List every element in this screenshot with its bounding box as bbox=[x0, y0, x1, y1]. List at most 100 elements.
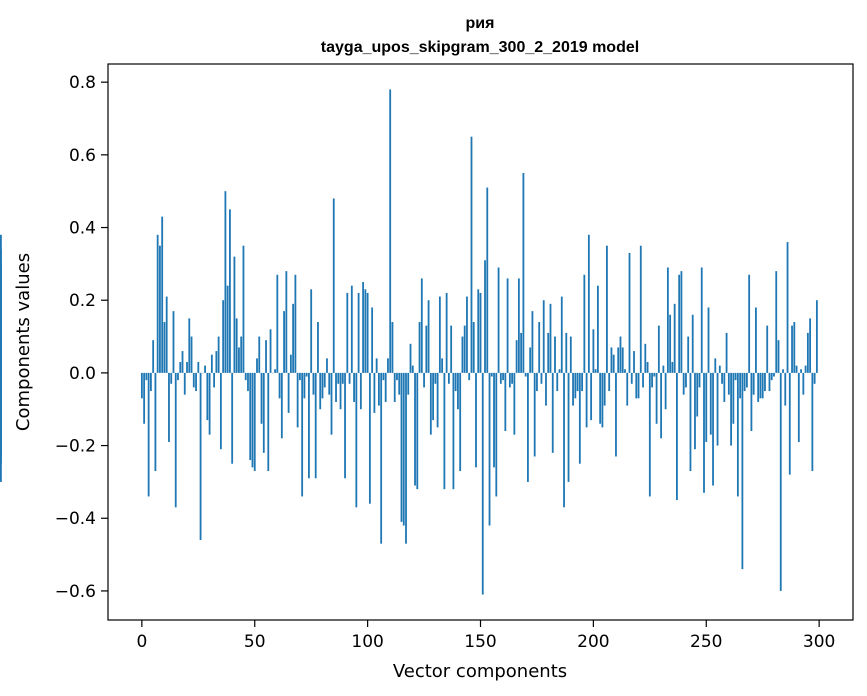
bar bbox=[283, 311, 285, 373]
bar bbox=[326, 358, 328, 373]
bar bbox=[298, 372, 301, 381]
bar bbox=[784, 372, 787, 406]
bar bbox=[791, 325, 793, 373]
bar bbox=[375, 358, 378, 373]
bar bbox=[775, 271, 778, 373]
bar bbox=[574, 372, 577, 399]
y-tick-label: 0.6 bbox=[69, 146, 96, 166]
y-tick-label: 0.2 bbox=[69, 291, 96, 311]
bar bbox=[745, 372, 748, 388]
bar bbox=[402, 372, 405, 526]
bar bbox=[337, 372, 340, 384]
bar bbox=[495, 372, 498, 497]
bar bbox=[229, 209, 231, 373]
bar bbox=[152, 340, 155, 373]
bar bbox=[0, 354, 2, 373]
bar bbox=[240, 336, 243, 373]
bar bbox=[768, 372, 771, 392]
bar bbox=[527, 372, 529, 482]
bar bbox=[344, 372, 346, 479]
bar bbox=[312, 372, 315, 395]
bar bbox=[267, 372, 270, 472]
y-tick-label: 0.0 bbox=[69, 364, 96, 384]
bar bbox=[626, 372, 629, 406]
bar bbox=[323, 372, 326, 388]
bar bbox=[472, 322, 475, 373]
bar bbox=[231, 372, 234, 464]
bar bbox=[443, 372, 446, 490]
bar bbox=[357, 292, 360, 373]
bar bbox=[551, 372, 554, 453]
bar bbox=[339, 372, 342, 410]
bar bbox=[671, 361, 674, 373]
bar bbox=[522, 173, 525, 373]
bar bbox=[617, 347, 620, 373]
bar bbox=[418, 322, 421, 373]
bar bbox=[585, 372, 588, 428]
bar bbox=[795, 365, 798, 373]
bar bbox=[359, 372, 362, 410]
bar bbox=[353, 372, 355, 402]
bar bbox=[773, 372, 775, 377]
y-axis-ticks: −0.6 −0.4 −0.2 0.0 0.2 0.4 0.6 0.8 bbox=[55, 73, 108, 602]
bar bbox=[759, 372, 762, 399]
bar bbox=[576, 372, 579, 392]
bar bbox=[156, 234, 159, 373]
bar bbox=[145, 372, 148, 381]
bar bbox=[140, 372, 143, 399]
bar bbox=[680, 271, 683, 373]
bar bbox=[486, 187, 489, 373]
bar bbox=[540, 372, 543, 384]
bar bbox=[782, 369, 784, 373]
bar bbox=[542, 300, 545, 373]
bar bbox=[215, 351, 218, 373]
y-tick-label: 0.8 bbox=[69, 73, 96, 93]
bar bbox=[809, 318, 812, 373]
bar bbox=[488, 372, 491, 526]
bar bbox=[716, 372, 719, 446]
bar bbox=[700, 267, 703, 373]
bar bbox=[452, 372, 455, 490]
bar bbox=[709, 372, 712, 435]
bar bbox=[161, 216, 164, 373]
bar bbox=[274, 369, 276, 373]
bar bbox=[362, 282, 365, 373]
bar bbox=[317, 322, 319, 373]
bar bbox=[800, 369, 802, 373]
bar bbox=[280, 372, 283, 439]
bar bbox=[253, 372, 256, 472]
bar bbox=[727, 372, 730, 395]
bar bbox=[0, 263, 2, 373]
bar bbox=[289, 354, 292, 373]
x-tick-label: 250 bbox=[690, 632, 722, 652]
bar bbox=[346, 292, 349, 373]
bar bbox=[0, 372, 2, 388]
bar bbox=[594, 369, 597, 373]
bar bbox=[608, 372, 611, 392]
bar bbox=[251, 372, 254, 468]
bar bbox=[204, 365, 206, 373]
bar bbox=[373, 372, 376, 413]
x-tick-label: 300 bbox=[803, 632, 835, 652]
bar bbox=[332, 198, 335, 373]
bar bbox=[777, 340, 780, 373]
bar bbox=[646, 361, 649, 373]
bar bbox=[673, 303, 676, 373]
bar bbox=[691, 314, 694, 373]
bar bbox=[416, 372, 419, 490]
bar bbox=[172, 311, 175, 373]
bar bbox=[423, 372, 425, 388]
bar bbox=[450, 325, 453, 373]
bar bbox=[319, 372, 322, 410]
bar bbox=[628, 252, 631, 373]
bar bbox=[303, 372, 306, 399]
bar bbox=[427, 300, 430, 373]
bar bbox=[712, 372, 714, 486]
bar bbox=[610, 347, 613, 373]
bar bbox=[606, 245, 608, 373]
bar bbox=[725, 332, 728, 373]
bar bbox=[802, 372, 805, 395]
bar bbox=[730, 372, 732, 446]
bar bbox=[457, 372, 459, 410]
